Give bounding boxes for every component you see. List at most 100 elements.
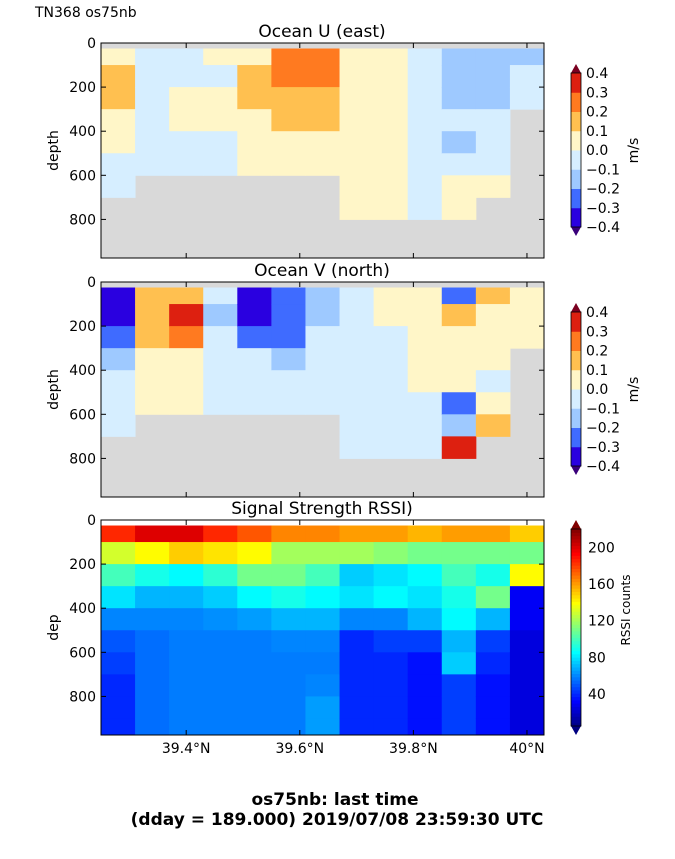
colorbar-tick-label: 0.3 bbox=[586, 324, 608, 340]
colorbar-segment bbox=[571, 670, 581, 675]
heatmap-cell bbox=[339, 525, 375, 543]
figure-header-label: TN368 os75nb bbox=[34, 5, 137, 21]
heatmap-cell bbox=[441, 370, 477, 393]
heatmap-cell bbox=[203, 696, 238, 719]
heatmap-cell bbox=[237, 542, 272, 565]
heatmap-cell bbox=[135, 153, 170, 176]
heatmap-cell bbox=[475, 525, 511, 543]
heatmap-cell bbox=[509, 696, 545, 719]
heatmap-cell bbox=[509, 718, 545, 736]
heatmap-cell bbox=[475, 109, 511, 132]
heatmap-cell bbox=[237, 348, 272, 371]
heatmap-cell bbox=[407, 131, 443, 154]
heatmap-cell bbox=[373, 564, 409, 587]
heatmap-cell bbox=[237, 370, 272, 393]
heatmap-cell bbox=[271, 48, 306, 66]
heatmap-cell bbox=[101, 287, 136, 305]
heatmap-cell bbox=[407, 287, 443, 305]
colorbar-segment bbox=[571, 643, 581, 648]
heatmap-cell bbox=[339, 197, 375, 220]
heatmap-cell bbox=[373, 370, 409, 393]
heatmap-cell bbox=[407, 525, 443, 543]
heatmap-cell bbox=[169, 525, 204, 543]
colorbar-tick-label: 40 bbox=[588, 687, 606, 703]
heatmap-cell bbox=[475, 87, 511, 110]
heatmap-cell bbox=[203, 326, 238, 349]
heatmap-cell bbox=[407, 414, 443, 437]
heatmap-cell bbox=[271, 564, 306, 587]
heatmap-cell bbox=[475, 718, 511, 736]
colorbar-segment bbox=[571, 601, 581, 606]
colorbar-tick-label: 0.2 bbox=[586, 344, 608, 360]
colorbar-segment bbox=[571, 699, 581, 704]
heatmap-cell bbox=[305, 586, 341, 609]
colorbar-label: m/s bbox=[626, 138, 642, 164]
heatmap-cell bbox=[305, 153, 341, 176]
heatmap-cell bbox=[339, 414, 375, 437]
y-tick-label: 0 bbox=[87, 275, 96, 291]
colorbar-level bbox=[571, 73, 581, 93]
heatmap-cell bbox=[237, 326, 272, 349]
heatmap-cell bbox=[509, 586, 545, 609]
heatmap-cell bbox=[271, 608, 306, 631]
colorbar-segment bbox=[571, 581, 581, 586]
colorbar-segment bbox=[571, 594, 581, 599]
heatmap-cell bbox=[203, 348, 238, 371]
heatmap-cell bbox=[475, 304, 511, 327]
heatmap-cell bbox=[407, 48, 443, 66]
heatmap-cell bbox=[339, 326, 375, 349]
heatmap-cell bbox=[373, 674, 409, 697]
colorbar-segment bbox=[571, 529, 581, 533]
panel-3: Signal Strength RSSI) 0 200 400 600 800 39.4°N… bbox=[46, 499, 633, 757]
colorbar-tick-label: 0.3 bbox=[586, 85, 608, 101]
heatmap-cell bbox=[475, 542, 511, 565]
colorbar-segment bbox=[571, 624, 581, 629]
heatmap-cell bbox=[441, 304, 477, 327]
colorbar-segment bbox=[571, 709, 581, 714]
heatmap-cell bbox=[373, 525, 409, 543]
heatmap-cell bbox=[441, 175, 477, 198]
heatmap-cell bbox=[441, 630, 477, 653]
heatmap-cell bbox=[407, 109, 443, 132]
heatmap-cell bbox=[407, 696, 443, 719]
colorbar-segment bbox=[571, 712, 581, 717]
heatmap-cell bbox=[475, 65, 511, 88]
footer-line-2: (dday = 189.000) 2019/07/08 23:59:30 UTC bbox=[131, 810, 544, 830]
heatmap-cell bbox=[101, 109, 136, 132]
heatmap-cell bbox=[203, 564, 238, 587]
colorbar-segment bbox=[571, 703, 581, 707]
heatmap-cell bbox=[509, 630, 545, 653]
colorbar-segment bbox=[571, 706, 581, 711]
colorbar-extend-max bbox=[571, 520, 581, 529]
heatmap-cell bbox=[475, 414, 511, 437]
heatmap-cell bbox=[441, 586, 477, 609]
x-tick-label: 40°N bbox=[509, 741, 544, 757]
heatmap-cell bbox=[305, 718, 341, 736]
heatmap-cell bbox=[271, 696, 306, 719]
y-tick-label: 800 bbox=[69, 451, 96, 467]
heatmap-cell bbox=[271, 304, 306, 327]
heatmap-cell bbox=[475, 153, 511, 176]
heatmap-cell bbox=[169, 326, 204, 349]
colorbar-segment bbox=[571, 578, 581, 583]
heatmap-cell bbox=[271, 131, 306, 154]
heatmap-cell bbox=[407, 436, 443, 459]
colorbar-segment bbox=[571, 614, 581, 619]
heatmap-cell bbox=[339, 652, 375, 675]
heatmap-cell bbox=[237, 87, 272, 110]
colorbar-level bbox=[571, 150, 581, 170]
heatmap-cell bbox=[373, 197, 409, 220]
colorbar-level bbox=[571, 389, 581, 409]
colorbar-segment bbox=[571, 689, 581, 694]
heatmap-cell bbox=[373, 131, 409, 154]
colorbar-segment bbox=[571, 650, 581, 655]
heatmap-cell bbox=[509, 564, 545, 587]
y-tick-label: 200 bbox=[69, 557, 96, 573]
heatmap-cell bbox=[373, 109, 409, 132]
colorbar-tick-label: −0.4 bbox=[586, 220, 620, 236]
heatmap-cell bbox=[441, 542, 477, 565]
heatmap-cell bbox=[135, 525, 170, 543]
colorbar-level bbox=[571, 130, 581, 151]
heatmap-cell bbox=[237, 65, 272, 88]
colorbar-segment bbox=[571, 647, 581, 652]
